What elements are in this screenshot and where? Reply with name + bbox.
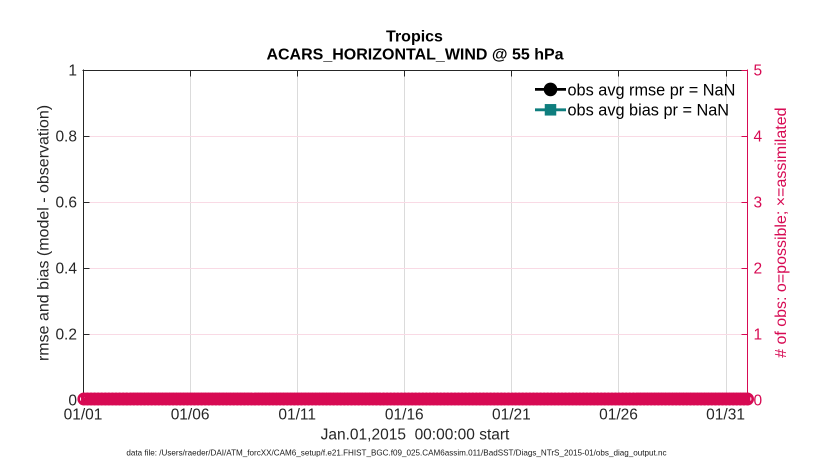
svg-text:0: 0: [754, 393, 763, 410]
svg-text:2: 2: [754, 261, 763, 278]
svg-text:01/11: 01/11: [278, 407, 316, 424]
svg-text:01/21: 01/21: [492, 407, 531, 424]
svg-text:ACARS_HORIZONTAL_WIND @ 55 hPa: ACARS_HORIZONTAL_WIND @ 55 hPa: [266, 47, 563, 64]
svg-text:0.2: 0.2: [55, 327, 77, 344]
svg-text:0.6: 0.6: [55, 195, 77, 212]
svg-text:0.8: 0.8: [55, 129, 77, 146]
svg-text:Jan.01,2015 00:00:00 start: Jan.01,2015 00:00:00 start: [321, 427, 510, 444]
svg-text:01/06: 01/06: [171, 407, 210, 424]
svg-text:Tropics: Tropics: [386, 29, 443, 46]
svg-text:rmse and bias (model - observa: rmse and bias (model - observation): [36, 105, 53, 361]
svg-text:3: 3: [754, 195, 763, 212]
svg-text:0.4: 0.4: [55, 261, 77, 278]
svg-text:01/16: 01/16: [385, 407, 424, 424]
svg-text:# of obs: o=possible; ×=assimi: # of obs: o=possible; ×=assimilated: [773, 108, 790, 358]
svg-text:obs avg bias pr = NaN: obs avg bias pr = NaN: [568, 102, 730, 120]
svg-text:01/26: 01/26: [599, 407, 638, 424]
svg-text:1: 1: [68, 63, 77, 80]
svg-text:obs avg rmse pr = NaN: obs avg rmse pr = NaN: [568, 81, 736, 99]
svg-text:5: 5: [754, 63, 763, 80]
svg-text:4: 4: [754, 129, 763, 146]
svg-text:data file: /Users/raeder/DAI/A: data file: /Users/raeder/DAI/ATM_forcXX/…: [126, 449, 666, 458]
svg-text:01/01: 01/01: [64, 407, 103, 424]
svg-text:01/31: 01/31: [706, 407, 745, 424]
svg-text:0: 0: [68, 393, 77, 410]
svg-text:1: 1: [754, 327, 763, 344]
